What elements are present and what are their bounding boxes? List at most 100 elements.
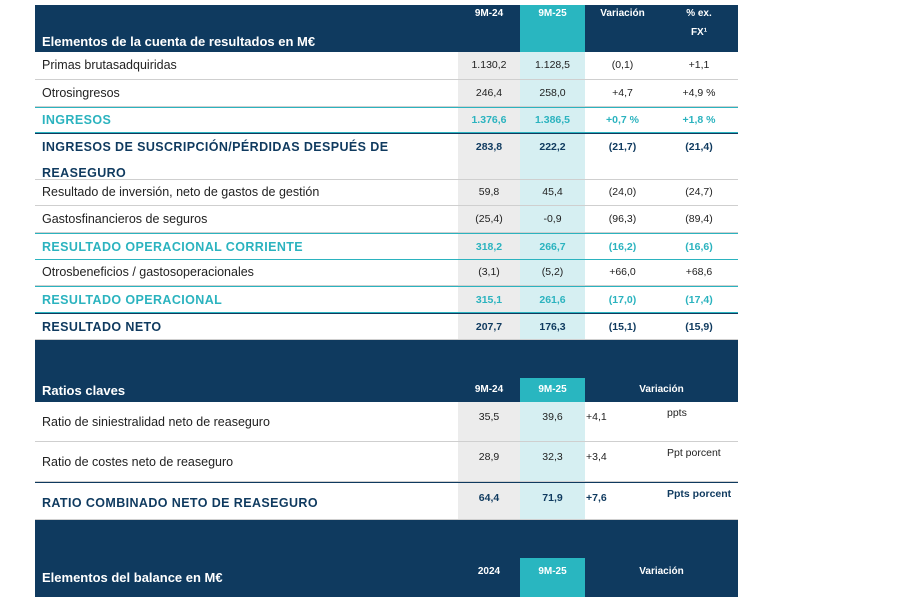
column-header: 9M-25 bbox=[538, 566, 567, 577]
cell-value: (15,1) bbox=[608, 320, 637, 333]
row-label: Resultado de inversión, neto de gastos d… bbox=[42, 185, 320, 199]
highlight-column-header bbox=[520, 558, 585, 597]
highlight-column-header bbox=[520, 378, 585, 402]
table-row: Ratio de siniestralidad neto de reasegur… bbox=[35, 402, 738, 442]
table-row: RESULTADO OPERACIONAL CORRIENTE 318,2 266,… bbox=[35, 233, 738, 260]
cell-value: 222,2 bbox=[539, 141, 566, 153]
column-shade bbox=[520, 287, 585, 312]
table-row: Ratio de costes neto de reaseguro 28,9 32,… bbox=[35, 442, 738, 482]
column-header: Variación bbox=[600, 8, 645, 19]
cell-value: +3,4 bbox=[586, 451, 607, 463]
cell-value: (16,6) bbox=[685, 240, 713, 253]
cell-value: -0,9 bbox=[543, 212, 562, 225]
cell-value: 1.130,2 bbox=[471, 59, 507, 71]
cell-value: +4,7 bbox=[612, 86, 633, 99]
cell-value: +66,0 bbox=[609, 266, 636, 278]
column-header: 2024 bbox=[477, 566, 501, 577]
cell-value: 59,8 bbox=[478, 186, 500, 198]
column-shade bbox=[458, 402, 520, 441]
cell-value: +1,1 bbox=[688, 59, 710, 71]
row-label: Ratio de siniestralidad neto de reasegur… bbox=[42, 415, 270, 429]
cell-value: (5,2) bbox=[541, 266, 564, 278]
cell-value: 266,7 bbox=[539, 240, 566, 253]
column-shade bbox=[458, 52, 520, 79]
cell-value: (89,4) bbox=[685, 212, 713, 225]
cell-value: +68,6 bbox=[685, 266, 713, 278]
column-shade bbox=[520, 180, 585, 205]
cell-value: (24,7) bbox=[685, 186, 713, 198]
table-row: RESULTADO NETO 207,7 176,3 (15,1) (15,9) bbox=[35, 313, 738, 340]
cell-value: +4,9 % bbox=[682, 86, 716, 99]
cell-value: 32,3 bbox=[542, 451, 563, 463]
table-title: Ratios claves bbox=[42, 383, 126, 398]
table-row: Primas brutasadquiridas 1.130,2 1.128,5 (0,… bbox=[35, 52, 738, 80]
cell-value: (17,4) bbox=[685, 293, 713, 306]
row-label: Otrosbeneficios / gastosoperacionales bbox=[42, 265, 254, 279]
cell-value: 1.386,5 bbox=[534, 114, 571, 126]
highlight-column-header bbox=[520, 5, 585, 52]
row-label: INGRESOS bbox=[42, 113, 112, 127]
cell-value: 71,9 bbox=[542, 492, 563, 504]
cell-value: 176,3 bbox=[539, 320, 566, 333]
cell-value: (17,0) bbox=[608, 293, 637, 306]
column-shade bbox=[520, 134, 585, 179]
cell-value: +4,1 bbox=[586, 411, 607, 423]
header-band bbox=[35, 340, 738, 402]
cell-value: 318,2 bbox=[475, 240, 503, 253]
column-shade bbox=[520, 52, 585, 79]
row-label: RESULTADO NETO bbox=[42, 319, 162, 334]
cell-value: 315,1 bbox=[475, 293, 503, 306]
row-label: Ratio de costes neto de reaseguro bbox=[42, 455, 234, 469]
column-shade bbox=[520, 234, 585, 259]
cell-value: 246,4 bbox=[475, 86, 503, 99]
column-shade bbox=[520, 260, 585, 285]
column-shade bbox=[458, 314, 520, 339]
column-header: 9M-25 bbox=[538, 8, 567, 19]
column-shade bbox=[458, 260, 520, 285]
column-shade bbox=[458, 287, 520, 312]
column-header: 9M-24 bbox=[474, 384, 504, 395]
column-shade bbox=[458, 206, 520, 232]
cell-value: 1.128,5 bbox=[534, 59, 571, 71]
cell-value: +7,6 bbox=[586, 492, 607, 504]
cell-value: 39,6 bbox=[542, 411, 563, 423]
row-label: RESULTADO OPERACIONAL CORRIENTE bbox=[42, 239, 304, 254]
cell-value: (15,9) bbox=[685, 320, 713, 333]
column-shade bbox=[520, 442, 585, 481]
column-shade bbox=[458, 483, 520, 519]
table-row: RATIO COMBINADO NETO DE REASEGURO 64,4 71,… bbox=[35, 482, 738, 520]
cell-value: (96,3) bbox=[608, 212, 637, 225]
cell-value: (16,2) bbox=[608, 240, 637, 253]
cell-value: 261,6 bbox=[539, 293, 566, 306]
row-label: Primas brutasadquiridas bbox=[42, 58, 177, 72]
row-label: RATIO COMBINADO NETO DE REASEGURO bbox=[42, 496, 318, 510]
table-title: Elementos de la cuenta de resultados en … bbox=[42, 34, 316, 49]
row-label: RESULTADO OPERACIONAL bbox=[42, 292, 223, 307]
table-row: Otrosbeneficios / gastosoperacionales (3,… bbox=[35, 260, 738, 286]
cell-value: 283,8 bbox=[475, 141, 503, 153]
column-shade bbox=[458, 80, 520, 106]
column-shade bbox=[458, 442, 520, 481]
cell-value: (21,4) bbox=[685, 141, 713, 153]
cell-value: (25,4) bbox=[475, 212, 503, 225]
cell-value: (21,7) bbox=[608, 141, 637, 153]
row-label: Gastosfinancieros de seguros bbox=[42, 211, 208, 226]
cell-value: Ppt porcent bbox=[667, 447, 721, 459]
column-shade bbox=[458, 558, 520, 597]
table-row: INGRESOS 1.376,6 1.386,5 +0,7 % +1,8 % bbox=[35, 107, 738, 133]
header-band bbox=[35, 5, 738, 52]
cell-value: 45,4 bbox=[542, 186, 563, 198]
cell-value: +0,7 % bbox=[606, 114, 639, 126]
cell-value: (3,1) bbox=[478, 266, 500, 278]
table-row: Resultado de inversión, neto de gastos d… bbox=[35, 180, 738, 206]
header-band bbox=[35, 520, 738, 597]
cell-value: +1,8 % bbox=[682, 114, 716, 126]
column-header: % ex. FX¹ bbox=[686, 8, 712, 38]
cell-value: (0,1) bbox=[611, 59, 634, 71]
column-header: Variación bbox=[639, 566, 684, 577]
column-shade bbox=[520, 314, 585, 339]
table-title: Elementos del balance en M€ bbox=[42, 570, 223, 585]
cell-value: Ppts porcent bbox=[667, 488, 732, 500]
table-row: Gastosfinancieros de seguros (25,4) -0,9 (9… bbox=[35, 206, 738, 233]
